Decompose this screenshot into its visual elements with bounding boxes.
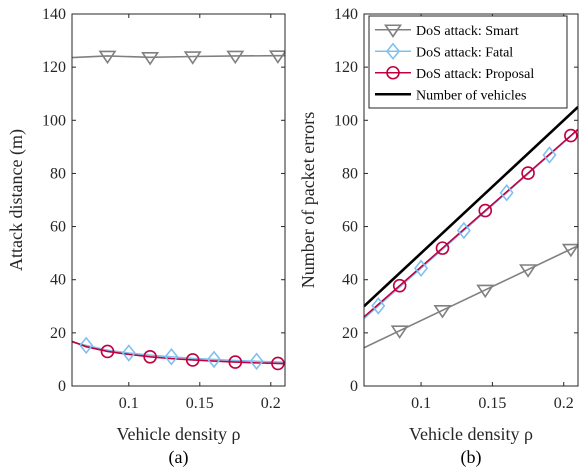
y-tick-label: 20 <box>342 325 358 342</box>
x-tick-label: 0.2 <box>554 395 574 412</box>
y-tick-label: 140 <box>334 6 358 23</box>
marker-fatal-3 <box>499 183 514 202</box>
y-tick-label: 80 <box>50 165 66 182</box>
series-line-fatal <box>72 341 285 364</box>
chart-panel-left: 0 20 40 60 80 100 120 140 0.1 0.15 0.2 Vehicle dens… <box>6 6 286 468</box>
x-axis-label: Vehicle density ρ <box>409 424 533 444</box>
y-tick-label: 80 <box>342 165 358 182</box>
y-axis-label: Number of packet errors <box>298 112 318 288</box>
y-tick-label: 120 <box>334 59 358 76</box>
y-tick-label: 0 <box>58 378 66 395</box>
legend-marker-smart <box>384 24 402 38</box>
marker-proposal-1 <box>143 349 157 364</box>
marker-smart-2 <box>183 51 202 65</box>
marker-fatal-0 <box>371 297 386 315</box>
plot-area <box>72 50 285 371</box>
marker-fatal-0 <box>79 336 94 355</box>
legend-label-fatal: DoS attack: Fatal <box>416 45 513 60</box>
marker-proposal-4 <box>271 356 285 371</box>
series-line-smart <box>72 54 285 59</box>
marker-fatal-4 <box>249 352 264 371</box>
marker-smart-3 <box>519 264 538 278</box>
marker-fatal-2 <box>164 347 179 366</box>
y-tick-label: 100 <box>334 112 358 129</box>
marker-smart-4 <box>561 243 578 258</box>
y-tick-label: 60 <box>342 219 358 236</box>
panel-caption: (a) <box>169 447 189 468</box>
marker-fatal-1 <box>414 259 429 277</box>
axes-box <box>363 13 579 387</box>
series-line-vehicles <box>364 106 578 308</box>
marker-smart-0 <box>98 50 117 65</box>
x-tick-label: 0.2 <box>261 395 281 412</box>
y-tick-label: 20 <box>50 325 66 342</box>
x-tick-label: 0.15 <box>186 395 214 412</box>
marker-fatal-2 <box>456 221 471 240</box>
y-axis-label: Attack distance (m) <box>6 129 27 271</box>
marker-smart-1 <box>433 305 452 319</box>
y-tick-label: 60 <box>50 219 66 236</box>
marker-smart-1 <box>141 52 160 66</box>
legend-marker-proposal <box>386 65 400 80</box>
chart-panel-right: 0 20 40 60 80 100 120 140 0.1 0.15 0.2 Vehicle dens… <box>298 6 579 468</box>
marker-proposal-2 <box>478 203 493 218</box>
marker-fatal-3 <box>206 350 222 369</box>
marker-proposal-3 <box>521 166 535 180</box>
series-line-proposal <box>72 340 285 365</box>
legend: DoS attack: Smart DoS attack: Fatal DoS at… <box>368 15 568 109</box>
legend-label-smart: DoS attack: Smart <box>416 24 519 39</box>
series-line-smart <box>364 244 578 349</box>
plot-area <box>364 106 578 349</box>
y-tick-label: 120 <box>42 59 66 76</box>
panel-caption: (b) <box>461 447 482 468</box>
y-tick-label: 40 <box>50 272 66 289</box>
x-tick-label: 0.15 <box>478 395 506 412</box>
legend-label-proposal: DoS attack: Proposal <box>416 67 534 82</box>
marker-smart-0 <box>390 325 409 339</box>
y-tick-label: 0 <box>350 378 358 395</box>
marker-proposal-3 <box>228 355 243 369</box>
x-tick-label: 0.1 <box>119 395 139 412</box>
legend-box <box>368 15 568 109</box>
x-axis-label: Vehicle density ρ <box>117 424 241 444</box>
legend-marker-fatal <box>385 42 401 61</box>
marker-smart-3 <box>226 50 245 65</box>
y-tick-label: 100 <box>42 112 66 129</box>
marker-proposal-0 <box>100 344 115 359</box>
y-tick-label: 140 <box>42 6 66 23</box>
series-line-proposal <box>364 128 578 318</box>
marker-proposal-2 <box>185 353 200 367</box>
marker-proposal-1 <box>435 241 450 255</box>
marker-proposal-0 <box>392 278 407 293</box>
marker-proposal-4 <box>564 128 578 143</box>
marker-fatal-4 <box>542 146 557 164</box>
marker-fatal-1 <box>121 344 136 362</box>
y-tick-label: 40 <box>342 272 358 289</box>
marker-smart-2 <box>476 284 495 299</box>
axes-box <box>71 13 286 387</box>
legend-label-vehicles: Number of vehicles <box>416 88 526 103</box>
x-tick-label: 0.1 <box>411 395 431 412</box>
marker-smart-4 <box>268 50 285 64</box>
